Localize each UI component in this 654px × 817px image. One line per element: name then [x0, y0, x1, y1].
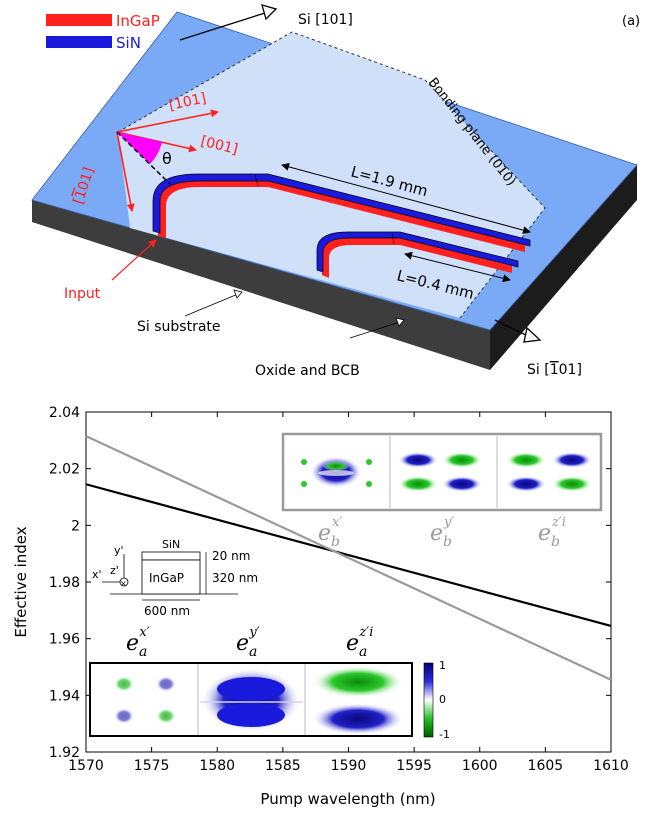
- input-pointer: [111, 239, 157, 281]
- y-tick-label: 2: [71, 518, 80, 534]
- cs-z-axis: z': [110, 564, 119, 577]
- y-tick-label: 2.04: [49, 405, 80, 421]
- substrate-pointer: [184, 293, 239, 317]
- dir-label-m101: [101]: [71, 165, 98, 206]
- y-tick-label: 2.02: [49, 462, 80, 478]
- x-tick-label: 1600: [462, 758, 498, 774]
- oxide-label: Oxide and BCB: [255, 363, 360, 379]
- si-m101-arrowhead: [523, 326, 542, 343]
- inset-mode-b: ebx′ eby′ ebz′i: [281, 432, 603, 550]
- dir-label-101: [101]: [168, 90, 208, 113]
- chip-side-right: [490, 165, 637, 370]
- x-tick-label: 1610: [593, 758, 629, 774]
- colorbar-tick-0: 0: [439, 693, 446, 706]
- series-line-2: [85, 435, 612, 681]
- y-tick-label: 1.98: [49, 575, 80, 591]
- axis-label-si-m101: Si [101]: [527, 362, 582, 378]
- legend-label-ingap: InGaP: [116, 12, 160, 30]
- si-101-arrowhead: [261, 4, 278, 21]
- chip-side-left: [32, 200, 490, 370]
- cs-width: 600 nm: [144, 604, 190, 618]
- mode-b-x-label: ebx′: [318, 515, 342, 550]
- mode-a-x-label: eax′: [126, 625, 150, 660]
- short-length-arrow: [404, 251, 511, 283]
- cs-t-ingap: 320 nm: [212, 571, 258, 585]
- y-tick-label: 1.96: [49, 632, 80, 648]
- theta-wedge: [117, 132, 162, 164]
- effective-index-chart: 1570 1575 1580 1585 1590 1595 1600 1605 1610 1.9…: [12, 405, 629, 808]
- y-ticks: 1.92 1.94 1.96 1.98 2 2.02 2.04: [49, 405, 611, 761]
- x-ticks: 1570 1575 1580 1585 1590 1595 1600 1605 1610: [68, 412, 629, 774]
- x-tick-label: 1585: [265, 758, 301, 774]
- bonding-plane-edge: [117, 31, 546, 319]
- x-tick-label: 1575: [134, 758, 170, 774]
- mode-a-y-label: eay′: [236, 625, 260, 660]
- x-axis-label: Pump wavelength (nm): [260, 790, 435, 808]
- mode-a-z-label: eaz′i: [346, 625, 373, 660]
- x-tick-label: 1605: [528, 758, 564, 774]
- colorbar: 1 0 -1: [423, 659, 450, 741]
- cs-x-axis: x': [92, 568, 102, 581]
- mode-b-z-label: ebz′i: [538, 515, 566, 550]
- series-line-1: [85, 483, 612, 627]
- legend-swatch-sin: [46, 36, 112, 48]
- dir-m101-arrow: [116, 131, 135, 212]
- x-tick-label: 1570: [68, 758, 104, 774]
- x-tick-label: 1590: [331, 758, 367, 774]
- mode-b-y-label: eby′: [430, 515, 454, 550]
- theta-label: θ: [162, 149, 172, 168]
- colorbar-tick-m1: -1: [439, 728, 450, 741]
- inset-mode-a: eax′ eay′ eaz′i: [89, 625, 413, 737]
- svg-text:×: ×: [120, 579, 127, 588]
- theta-ref-line: [116, 131, 171, 185]
- substrate-label: Si substrate: [137, 319, 221, 335]
- cs-t-sin: 20 nm: [212, 549, 250, 563]
- y-tick-label: 1.94: [49, 688, 80, 704]
- panel-label-a: (a): [622, 14, 640, 29]
- dir-101-arrow: [116, 109, 219, 133]
- long-length-arrow: [281, 162, 531, 235]
- x-tick-label: 1580: [199, 758, 235, 774]
- y-axis-label: Effective index: [12, 526, 30, 637]
- chip-schematic: InGaP SiN (a) Si [101] Si [101] [101] [0…: [31, 4, 640, 379]
- x-tick-label: 1595: [396, 758, 432, 774]
- cs-ingap-label: InGaP: [149, 571, 184, 585]
- long-waveguide: [152, 173, 531, 252]
- cross-section-inset: SiN InGaP 20 nm 320 nm 600 nm × y' x' z': [92, 538, 258, 618]
- series-lines: [85, 435, 612, 681]
- oxide-pointer: [349, 321, 401, 339]
- axis-label-si-101: Si [101]: [298, 12, 353, 28]
- colorbar-tick-1: 1: [439, 659, 446, 672]
- cs-y-axis: y': [114, 544, 124, 557]
- legend-label-sin: SiN: [116, 34, 141, 52]
- cs-sin-label: SiN: [162, 538, 180, 551]
- y-tick-label: 1.92: [49, 745, 80, 761]
- input-label: Input: [64, 286, 101, 302]
- legend-swatch-ingap: [46, 14, 112, 26]
